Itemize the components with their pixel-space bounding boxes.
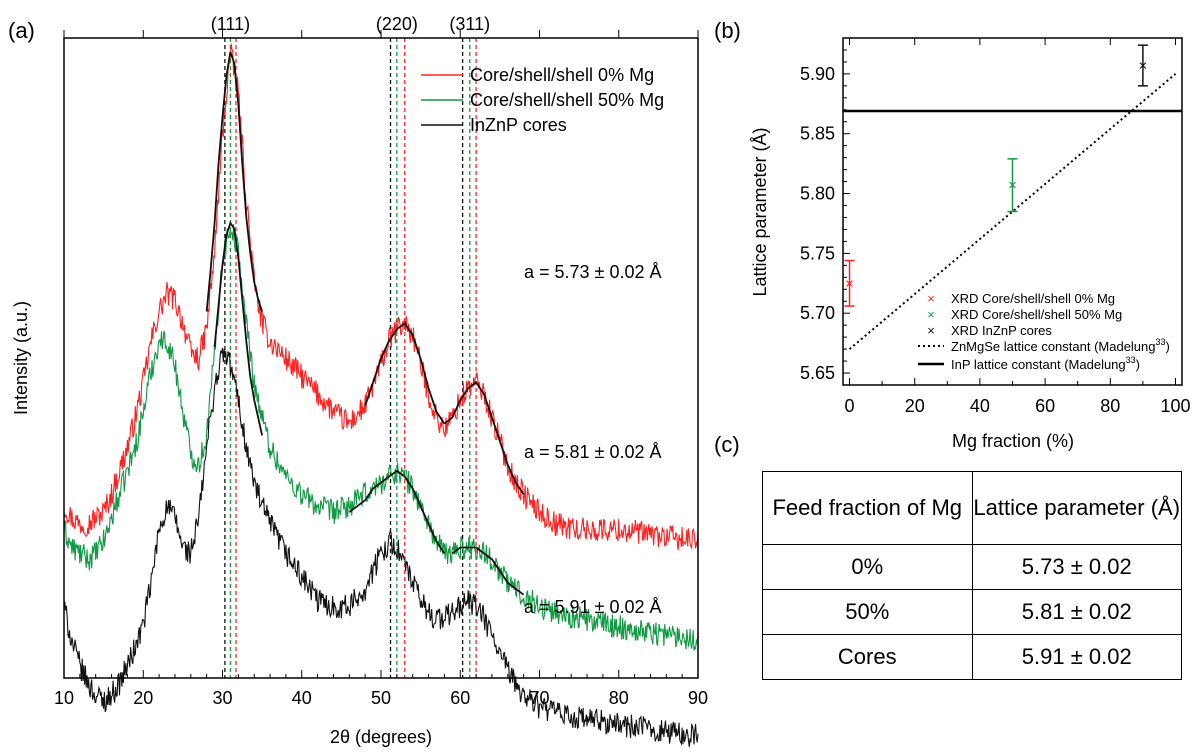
lattice-table: Feed fraction of Mg Lattice parameter (Å… [762, 471, 1182, 680]
xrd-panel: (a) 10 20 30 40 50 60 70 80 90 (111) (220) (311) 2… [8, 14, 708, 747]
x-tick-label: 10 [54, 688, 74, 708]
x-tick-label: 30 [212, 688, 232, 708]
table-cell-lattice: 5.73 ± 0.02 [971, 544, 1182, 590]
table-row: Cores 5.91 ± 0.02 [762, 634, 1182, 680]
table-cell-feed: 50% [762, 589, 973, 635]
series-line [63, 223, 699, 651]
table-row: 50% 5.81 ± 0.02 [762, 589, 1182, 635]
table-header-row: Feed fraction of Mg Lattice parameter (Å… [762, 471, 1182, 545]
legend-b: × XRD Core/shell/shell 0% Mg × XRD Core/she… [918, 291, 1170, 372]
data-point-marker: × [1008, 177, 1017, 194]
table-cell-feed: Cores [762, 634, 973, 680]
x-tick-label: 90 [688, 688, 708, 708]
xrd-series [63, 43, 699, 747]
x-tick-label-b: 80 [1100, 396, 1120, 416]
lattice-panel: (b) ××× 0 20 40 60 80 100 5.655.705.755.805.8… [714, 18, 1191, 451]
x-tick-label: 60 [450, 688, 470, 708]
x-tick-label-b: 40 [970, 396, 990, 416]
peak-fits [205, 51, 525, 596]
miller-index-label: (311) [449, 14, 490, 34]
legend-marker-b: × [927, 291, 935, 306]
peak-fit-line [213, 220, 263, 436]
lattice-annotation: a = 5.73 ± 0.02 Å [524, 262, 661, 282]
peak-fit-line [205, 51, 263, 312]
peak-fit-line [348, 469, 446, 554]
lattice-annotation: a = 5.81 ± 0.02 Å [524, 442, 661, 462]
legend-a: Core/shell/shell 0% Mg Core/shell/shell 5… [421, 65, 664, 135]
table-header-lattice: Lattice parameter (Å) [971, 471, 1182, 545]
znmgse-constant-line [848, 73, 1177, 350]
reference-constant-lines [843, 73, 1182, 350]
legend-entry-b: XRD Core/shell/shell 0% Mg [951, 291, 1115, 306]
legend-entry-b: XRD InZnP cores [951, 323, 1052, 338]
x-tick-label: 70 [529, 688, 549, 708]
y-tick-label-b: 5.85 [800, 124, 835, 144]
data-point-marker: × [845, 275, 854, 292]
header-feed-text: Feed fraction of Mg [772, 495, 963, 520]
panel-label-c: (c) [714, 432, 740, 457]
legend-entry-b: XRD Core/shell/shell 50% Mg [951, 307, 1122, 322]
peak-fit-line [443, 381, 525, 495]
y-axis-label-a: Intensity (a.u.) [11, 301, 31, 415]
x-tick-label-b: 60 [1035, 396, 1055, 416]
lattice-annotations: a = 5.73 ± 0.02 Å a = 5.81 ± 0.02 Å a = 5.… [524, 262, 661, 617]
lattice-points: × × × [844, 44, 1148, 307]
reference-lines [224, 38, 477, 678]
y-tick-label-b: 5.70 [800, 303, 835, 323]
x-tick-label: 40 [292, 688, 312, 708]
table-cell-lattice: 5.81 ± 0.02 [971, 589, 1182, 635]
lattice-annotation: a = 5.91 ± 0.02 Å [524, 597, 661, 617]
y-tick-label-b: 5.80 [800, 184, 835, 204]
y-tick-label-b: 5.65 [800, 363, 835, 383]
data-point-marker: × [1139, 58, 1148, 75]
table-row: 0% 5.73 ± 0.02 [762, 544, 1182, 590]
legend-marker-b: × [927, 307, 935, 322]
legend-entry: Core/shell/shell 50% Mg [470, 90, 664, 110]
x-axis-label-a: 2θ (degrees) [330, 727, 432, 747]
legend-entry: Core/shell/shell 0% Mg [470, 65, 654, 85]
x-tick-label: 20 [133, 688, 153, 708]
x-tick-label: 80 [609, 688, 629, 708]
series-line [63, 43, 699, 551]
legend-entry: InZnP cores [470, 115, 567, 135]
y-tick-label-b: 5.75 [800, 243, 835, 263]
panel-label-a: (a) [8, 18, 35, 43]
y-axis-label-b: Lattice parameter (Å) [750, 127, 770, 296]
panel-label-b: (b) [714, 18, 741, 43]
legend-entry-b: InP lattice constant (Madelung33) [951, 355, 1140, 372]
x-axis-ticks-b: 0 20 40 60 80 100 [845, 38, 1191, 416]
x-tick-label: 50 [371, 688, 391, 708]
series-line [63, 348, 699, 747]
legend-marker-b: × [927, 323, 935, 338]
miller-index-label: (220) [376, 14, 418, 34]
x-tick-label-b: 0 [845, 396, 855, 416]
legend-entry-b: ZnMgSe lattice constant (Madelung33) [951, 337, 1170, 354]
x-tick-label-b: 100 [1160, 396, 1190, 416]
miller-index-label: (111) [211, 14, 250, 34]
x-tick-label-b: 20 [905, 396, 925, 416]
table-cell-feed: 0% [762, 544, 973, 590]
x-axis-ticks: 10 20 30 40 50 60 70 80 90 [54, 30, 708, 708]
peak-fit-line [451, 546, 525, 596]
peak-fit-line [364, 322, 446, 425]
y-axis-ticks-b: 5.65 5.70 5.75 5.80 5.85 5.90 [800, 37, 850, 383]
miller-index-labels: (111) (220) (311) [211, 14, 490, 34]
header-lattice-text: Lattice parameter (Å) [973, 495, 1181, 520]
table-header-feed: Feed fraction of Mg [762, 471, 973, 545]
table-cell-lattice: 5.91 ± 0.02 [971, 634, 1182, 680]
x-axis-label-b: Mg fraction (%) [952, 431, 1074, 451]
lattice-table-container: Feed fraction of Mg Lattice parameter (Å… [762, 471, 1182, 680]
y-tick-label-b: 5.90 [800, 64, 835, 84]
